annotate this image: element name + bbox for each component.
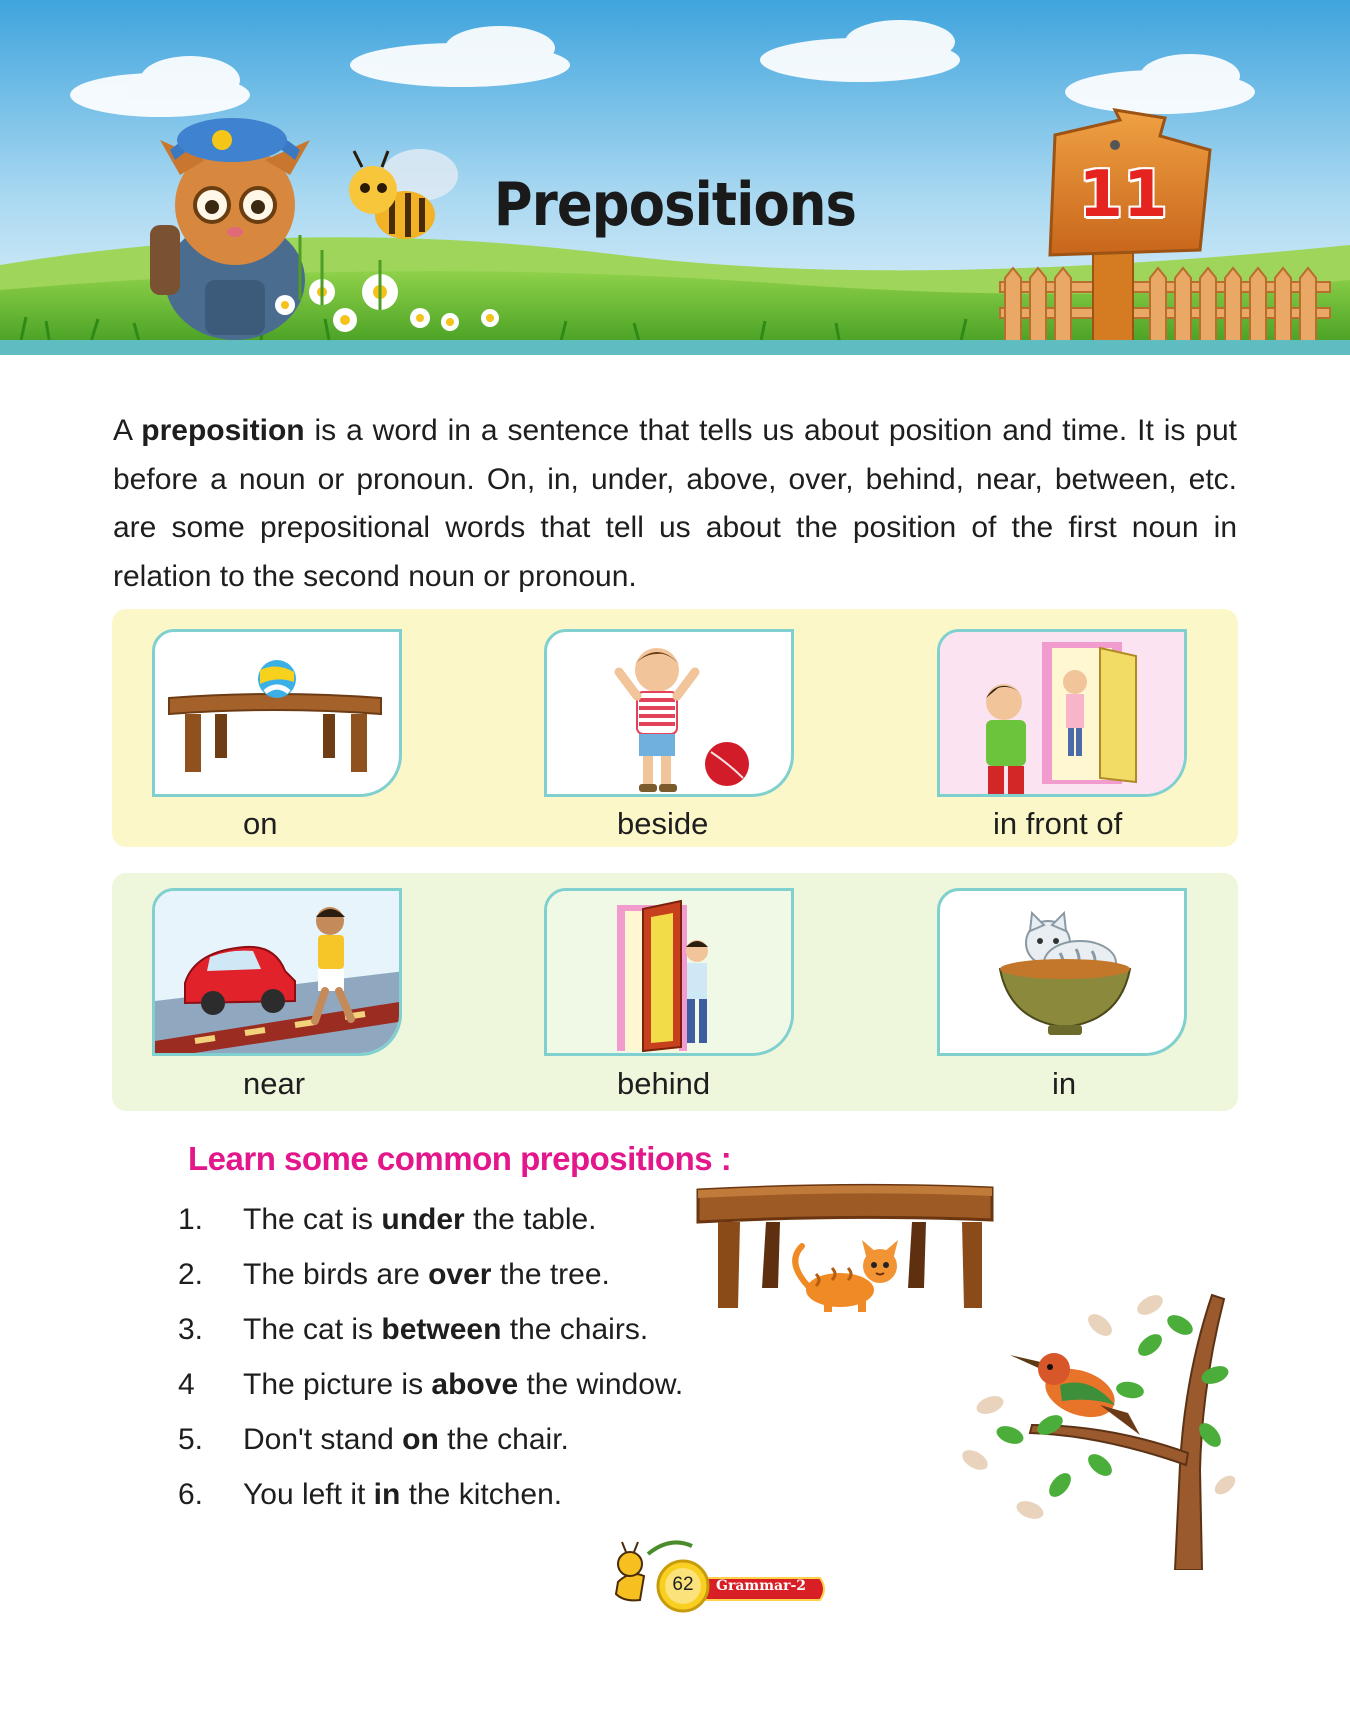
- daisy-flowers-icon: [275, 235, 499, 332]
- example-number: 4: [178, 1368, 195, 1401]
- example-sentence: The cat is between the chairs.: [243, 1310, 648, 1350]
- bird-on-tree-icon: [962, 1293, 1236, 1570]
- intro-paragraph: A preposition is a word in a sentence th…: [113, 407, 1237, 601]
- example-before: Don't stand: [243, 1423, 403, 1456]
- chapter-number: 11: [1078, 158, 1168, 232]
- boy-in-front-of-door-icon: [940, 632, 1184, 794]
- picture-card-in: [937, 888, 1187, 1056]
- example-after: the chair.: [438, 1423, 569, 1456]
- example-number: 1.: [178, 1203, 204, 1236]
- footer-bee-badge-icon: [614, 1540, 825, 1613]
- example-after: the table.: [464, 1203, 597, 1236]
- caption-on: on: [243, 806, 278, 841]
- example-sentence: You left it in the kitchen.: [243, 1475, 562, 1515]
- cloud-icon: [70, 20, 1255, 117]
- caption-in-front-of: in front of: [993, 806, 1123, 841]
- example-preposition: between: [381, 1313, 502, 1346]
- example-number: 5.: [178, 1423, 204, 1456]
- caption-beside: beside: [617, 806, 709, 841]
- fence-icon: [999, 266, 1331, 346]
- cat-icon: [792, 1240, 898, 1312]
- boy-behind-door-icon: [547, 891, 791, 1053]
- picture-card-on: [152, 629, 402, 797]
- cat-under-table-icon: [696, 1183, 994, 1312]
- page-footer: 62 Grammar-2: [600, 1530, 830, 1620]
- example-preposition: on: [402, 1423, 439, 1456]
- boy-beside-ball-icon: [614, 648, 749, 792]
- example-number: 2.: [178, 1258, 204, 1291]
- example-before: You left it: [243, 1478, 374, 1511]
- example-number: 3.: [178, 1313, 204, 1346]
- banner-illustration: [0, 0, 1350, 355]
- chapter-title: Prepositions: [493, 170, 857, 240]
- example-before: The cat is: [243, 1203, 382, 1236]
- example-after: the chairs.: [501, 1313, 649, 1346]
- picture-card-near: [152, 888, 402, 1056]
- bee-icon: [349, 149, 458, 239]
- example-preposition: over: [428, 1258, 492, 1291]
- caption-near: near: [243, 1066, 306, 1101]
- intro-rest: is a word in a sentence that tells us ab…: [113, 414, 1237, 593]
- cat-in-bowl-icon: [998, 910, 1132, 1035]
- ball-on-bench-icon: [168, 660, 382, 772]
- example-after: the kitchen.: [400, 1478, 563, 1511]
- example-sentence: The picture is above the window.: [243, 1365, 683, 1405]
- example-after: the window.: [518, 1368, 684, 1401]
- caption-in: in: [1052, 1066, 1077, 1101]
- example-after: the tree.: [491, 1258, 610, 1291]
- intro-lead: A: [113, 414, 142, 447]
- bird-icon: [1010, 1353, 1140, 1435]
- example-sentence: The cat is under the table.: [243, 1200, 597, 1240]
- cat-mascot-icon: [150, 118, 310, 340]
- signpost-icon: [1048, 108, 1212, 346]
- intro-term: preposition: [141, 414, 305, 447]
- example-preposition: under: [381, 1203, 465, 1236]
- example-sentence: The birds are over the tree.: [243, 1255, 610, 1295]
- example-preposition: in: [373, 1478, 401, 1511]
- book-name: Grammar-2: [715, 1578, 807, 1594]
- picture-card-beside: [544, 629, 794, 797]
- chapter-banner: Prepositions 11: [0, 0, 1350, 355]
- caption-behind: behind: [617, 1066, 711, 1101]
- example-before: The cat is: [243, 1313, 382, 1346]
- learn-heading: Learn some common prepositions :: [188, 1140, 732, 1177]
- picture-card-behind: [544, 888, 794, 1056]
- example-before: The birds are: [243, 1258, 429, 1291]
- boy-near-car-icon: [155, 891, 399, 1053]
- example-sentence: Don't stand on the chair.: [243, 1420, 569, 1460]
- example-preposition: above: [431, 1368, 519, 1401]
- example-before: The picture is: [243, 1368, 432, 1401]
- picture-card-in-front-of: [937, 629, 1187, 797]
- page-number: 62: [672, 1574, 694, 1595]
- example-number: 6.: [178, 1478, 204, 1511]
